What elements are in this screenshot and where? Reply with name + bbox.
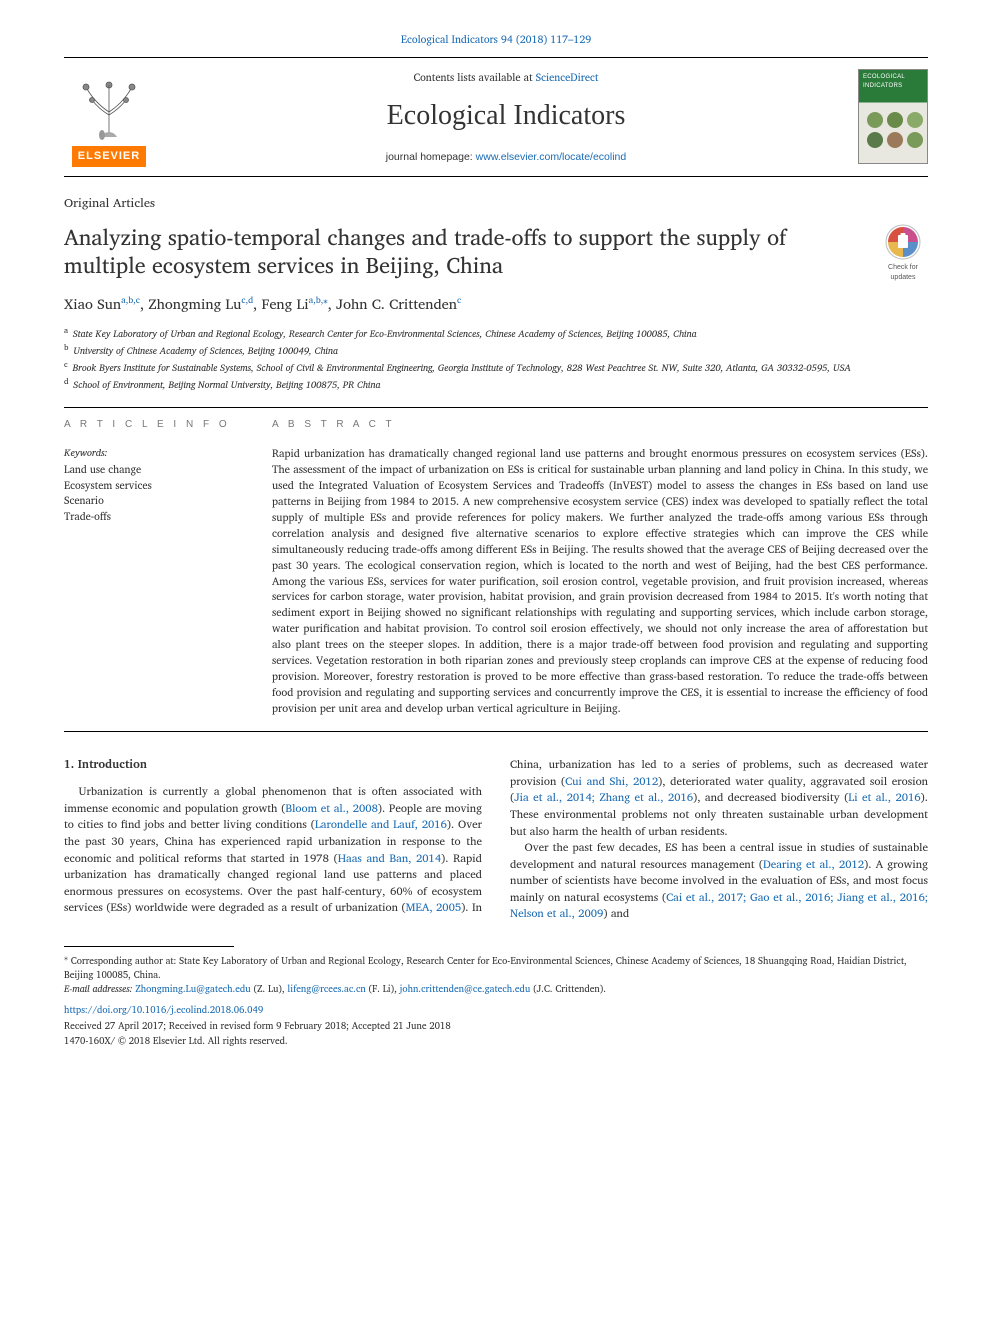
divider xyxy=(64,407,928,408)
contents-prefix: Contents lists available at xyxy=(414,68,536,86)
journal-homepage-line: journal homepage: www.elsevier.com/locat… xyxy=(170,150,842,165)
article-type: Original Articles xyxy=(64,195,928,213)
cover-title: ECOLOGICAL INDICATORS xyxy=(863,73,927,90)
contents-available-line: Contents lists available at ScienceDirec… xyxy=(170,70,842,85)
corresponding-author-note: ⁎ Corresponding author at: State Key Lab… xyxy=(64,953,928,983)
article-title: Analyzing spatio-temporal changes and tr… xyxy=(64,223,858,280)
elsevier-wordmark: ELSEVIER xyxy=(72,146,146,167)
affiliation-item: c Brook Byers Institute for Sustainable … xyxy=(64,359,928,376)
keywords-head: Keywords: xyxy=(64,446,244,460)
abstract-head: A B S T R A C T xyxy=(272,418,928,432)
email-addresses-line: E-mail addresses: Zhongming.Lu@gatech.ed… xyxy=(64,983,928,997)
journal-header: ELSEVIER Contents lists available at Sci… xyxy=(64,57,928,178)
keyword-item: Trade-offs xyxy=(64,509,244,525)
corr-text: Corresponding author at: State Key Labor… xyxy=(64,954,907,983)
authors-line: Xiao Suna,b,c, Zhongming Luc,d, Feng Lia… xyxy=(64,294,928,315)
article-info-column: A R T I C L E I N F O Keywords: Land use… xyxy=(64,418,244,717)
section-heading: 1. Introduction xyxy=(64,756,482,773)
corr-marker: ⁎ xyxy=(64,952,68,964)
homepage-prefix: journal homepage: xyxy=(386,151,476,163)
email-link[interactable]: lifeng@rcees.ac.cn xyxy=(287,982,365,997)
check-updates-icon xyxy=(884,223,922,261)
section-number: 1. xyxy=(64,755,74,774)
section-title: Introduction xyxy=(78,755,147,774)
body-two-column: 1. Introduction Urbanization is currentl… xyxy=(64,756,928,922)
ref-link[interactable]: Bloom et al., 2008 xyxy=(285,799,378,817)
elsevier-logo[interactable]: ELSEVIER xyxy=(64,67,154,167)
journal-homepage-link[interactable]: www.elsevier.com/locate/ecolind xyxy=(476,151,627,163)
abstract-column: A B S T R A C T Rapid urbanization has d… xyxy=(272,418,928,717)
journal-cover-thumbnail[interactable]: ECOLOGICAL INDICATORS xyxy=(858,69,928,164)
header-center: Contents lists available at ScienceDirec… xyxy=(154,66,858,169)
check-updates-label: Check for updates xyxy=(888,264,918,281)
received-dates: Received 27 April 2017; Received in revi… xyxy=(64,1020,928,1033)
affiliation-item: a State Key Laboratory of Urban and Regi… xyxy=(64,325,928,342)
ref-link[interactable]: Jia et al., 2014; Zhang et al., 2016 xyxy=(514,788,693,806)
footnotes: ⁎ Corresponding author at: State Key Lab… xyxy=(64,953,928,996)
email-label: E-mail addresses: xyxy=(64,982,132,997)
ref-link[interactable]: MEA, 2005 xyxy=(406,898,462,916)
divider xyxy=(64,731,928,732)
email-link[interactable]: john.crittenden@ce.gatech.edu xyxy=(400,982,531,997)
affiliations: a State Key Laboratory of Urban and Regi… xyxy=(64,325,928,393)
ref-link[interactable]: Cui and Shi, 2012 xyxy=(565,772,658,790)
ref-link[interactable]: Dearing et al., 2012 xyxy=(763,855,864,873)
copyright-line: 1470-160X/ © 2018 Elsevier Ltd. All righ… xyxy=(64,1035,928,1048)
ref-link[interactable]: Haas and Ban, 2014 xyxy=(338,849,441,867)
ref-link[interactable]: Li et al., 2016 xyxy=(848,788,920,806)
ref-link[interactable]: Larondelle and Lauf, 2016 xyxy=(315,815,447,833)
abstract-text: Rapid urbanization has dramatically chan… xyxy=(272,446,928,717)
doi-link[interactable]: https://doi.org/10.1016/j.ecolind.2018.0… xyxy=(64,1004,928,1017)
footnote-divider xyxy=(64,946,234,947)
email-link[interactable]: Zhongming.Lu@gatech.edu xyxy=(135,982,250,997)
article-info-head: A R T I C L E I N F O xyxy=(64,418,244,432)
keywords-list: Land use changeEcosystem servicesScenari… xyxy=(64,462,244,525)
affiliation-item: b University of Chinese Academy of Scien… xyxy=(64,342,928,359)
sciencedirect-link[interactable]: ScienceDirect xyxy=(536,68,599,86)
elsevier-tree-icon xyxy=(74,77,144,142)
body-paragraph: Over the past few decades, ES has been a… xyxy=(510,839,928,922)
check-updates-badge[interactable]: Check for updates xyxy=(878,223,928,283)
journal-reference: Ecological Indicators 94 (2018) 117–129 xyxy=(64,32,928,47)
cover-graphic-icon xyxy=(867,112,923,148)
affiliation-item: d School of Environment, Beijing Normal … xyxy=(64,376,928,393)
journal-name: Ecological Indicators xyxy=(170,96,842,135)
